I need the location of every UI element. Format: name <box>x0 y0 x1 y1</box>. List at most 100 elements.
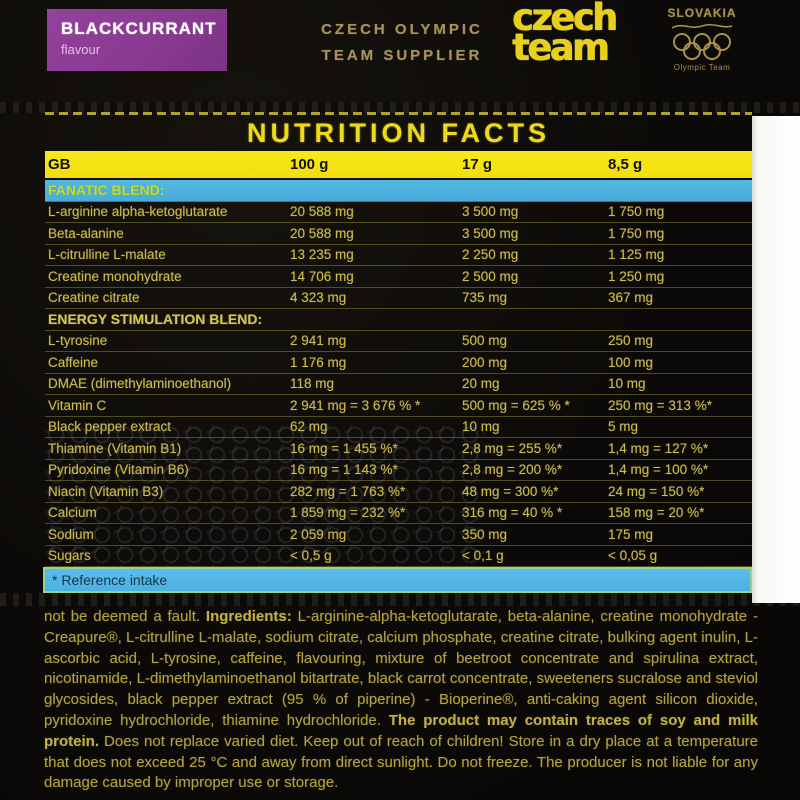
value-per-8-5g: 175 mg <box>608 526 654 542</box>
value-per-17g: 2 250 mg <box>462 247 519 263</box>
value-per-100g: 14 706 mg <box>290 268 354 284</box>
czech-team-logo-line1: czech <box>512 0 618 40</box>
value-per-100g: 1 176 mg <box>290 354 347 370</box>
ingredient-name: L-arginine alpha-ketoglutarate <box>48 204 228 220</box>
value-per-100g: 16 mg = 1 455 %* <box>290 440 398 456</box>
ingredient-name: DMAE (dimethylaminoethanol) <box>48 376 232 392</box>
column-header-region: GB <box>48 156 71 173</box>
supplier-line2: TEAM SUPPLIER <box>321 47 483 64</box>
value-per-100g: 2 059 mg <box>290 526 347 542</box>
nutrition-facts-title: NUTRITION FACTS <box>247 118 550 148</box>
reference-intake-text: * Reference intake <box>52 572 168 588</box>
value-per-8-5g: 1 125 mg <box>608 247 665 263</box>
reference-intake-bar: * Reference intake <box>43 567 752 593</box>
fine-print-segment: not be deemed a fault. <box>44 608 206 625</box>
value-per-100g: 20 588 mg <box>290 204 354 220</box>
value-per-100g: 2 941 mg = 3 676 % * <box>290 397 421 413</box>
fine-print-bold-segment: The product may contain traces of soy an… <box>44 711 758 750</box>
czech-team-logo: czech team <box>512 0 618 70</box>
column-header-100g: 100 g <box>290 156 329 173</box>
fine-print-paragraph: not be deemed a fault. Ingredients: L-ar… <box>44 607 758 794</box>
value-per-8-5g: 1 250 mg <box>608 268 665 284</box>
table-row: Thiamine (Vitamin B1) 16 mg = 1 455 %* 2,8… <box>45 438 752 460</box>
table-row: Creatine monohydrate 14 706 mg 2 500 mg 1 2… <box>45 266 752 288</box>
table-row: L-tyrosine 2 941 mg 500 mg 250 mg <box>45 331 752 352</box>
value-per-100g: 62 mg <box>290 419 328 435</box>
ingredient-name: Creatine citrate <box>48 290 140 306</box>
table-header-row: GB 100 g 17 g 8,5 g <box>45 151 752 178</box>
table-row: Vitamin C 2 941 mg = 3 676 % * 500 mg = 62… <box>45 395 752 417</box>
column-header-17g: 17 g <box>462 156 493 173</box>
table-row: Beta-alanine 20 588 mg 3 500 mg 1 750 mg <box>45 223 752 245</box>
table-row: DMAE (dimethylaminoethanol) 118 mg 20 mg 10… <box>45 374 752 395</box>
value-per-17g: 10 mg <box>462 419 500 435</box>
fine-print-bold-segment: Ingredients: <box>205 608 298 625</box>
table-row: Pyridoxine (Vitamin B6) 16 mg = 1 143 %* 2… <box>45 460 752 481</box>
ingredient-name: Caffeine <box>48 354 99 370</box>
value-per-17g: 316 mg = 40 % * <box>462 505 563 521</box>
value-per-8-5g: 10 mg <box>608 376 646 392</box>
value-per-17g: 500 mg <box>462 333 508 349</box>
table-row: Sugars < 0,5 g < 0,1 g < 0,05 g <box>45 546 752 567</box>
value-per-17g: 200 mg <box>462 354 508 370</box>
value-per-8-5g: 100 mg <box>608 354 654 370</box>
supplier-text: CZECH OLYMPIC TEAM SUPPLIER <box>292 17 512 69</box>
ingredient-name: Beta-alanine <box>48 225 124 241</box>
texture-band-bottom <box>0 593 800 606</box>
value-per-8-5g: 1 750 mg <box>608 204 665 220</box>
value-per-17g: 20 mg <box>462 376 500 392</box>
table-row: Niacin (Vitamin B3) 282 mg = 1 763 %* 48 m… <box>45 481 752 503</box>
value-per-8-5g: 1 750 mg <box>608 225 665 241</box>
ingredient-name: Pyridoxine (Vitamin B6) <box>48 462 189 478</box>
value-per-17g: 2 500 mg <box>462 268 519 284</box>
table-row: Calcium 1 859 mg = 232 %* 316 mg = 40 % * 1… <box>45 503 752 524</box>
value-per-8-5g: 5 mg <box>608 419 639 435</box>
value-per-17g: 500 mg = 625 % * <box>462 397 570 413</box>
label-page-edge <box>752 116 800 603</box>
value-per-17g: 48 mg = 300 %* <box>462 483 559 499</box>
ingredient-name: Creatine monohydrate <box>48 268 182 284</box>
ingredient-name: Sodium <box>48 526 94 542</box>
table-row: L-arginine alpha-ketoglutarate 20 588 mg 3… <box>45 202 752 223</box>
flavour-subtitle: flavour <box>61 42 101 57</box>
value-per-17g: 3 500 mg <box>462 225 519 241</box>
olympic-rings-icon <box>673 33 731 60</box>
value-per-100g: 20 588 mg <box>290 225 354 241</box>
value-per-100g: 282 mg = 1 763 %* <box>290 483 406 499</box>
table-row: Sodium 2 059 mg 350 mg 175 mg <box>45 524 752 546</box>
table-row: L-citrulline L-malate 13 235 mg 2 250 mg 1 … <box>45 245 752 266</box>
value-per-17g: < 0,1 g <box>462 548 504 564</box>
fine-print-segment: Does not replace varied diet. Keep out o… <box>44 732 758 792</box>
value-per-17g: 3 500 mg <box>462 204 519 220</box>
ingredient-name: L-tyrosine <box>48 333 108 349</box>
value-per-100g: 2 941 mg <box>290 333 347 349</box>
value-per-17g: 2,8 mg = 255 %* <box>462 440 563 456</box>
value-per-8-5g: 1,4 mg = 127 %* <box>608 440 709 456</box>
texture-band-top <box>0 102 800 113</box>
value-per-8-5g: 1,4 mg = 100 %* <box>608 462 709 478</box>
ingredient-name: Vitamin C <box>48 397 107 413</box>
slovakia-logo-subtitle: Olympic Team <box>673 63 731 72</box>
value-per-17g: 350 mg <box>462 526 508 542</box>
table-row: Caffeine 1 176 mg 200 mg 100 mg <box>45 352 752 374</box>
value-per-100g: < 0,5 g <box>290 548 332 564</box>
dashed-divider <box>45 112 752 115</box>
value-per-100g: 4 323 mg <box>290 290 347 306</box>
slovakia-logo-country: SLOVAKIA <box>667 6 737 20</box>
table-row: Black pepper extract 62 mg 10 mg 5 mg <box>45 417 752 438</box>
fine-print-segment: L-arginine-alpha-ketoglutarate, beta-ala… <box>44 608 758 729</box>
supplier-line1: CZECH OLYMPIC <box>321 21 483 38</box>
value-per-8-5g: 158 mg = 20 %* <box>608 505 705 521</box>
value-per-100g: 1 859 mg = 232 %* <box>290 505 406 521</box>
value-per-17g: 735 mg <box>462 290 508 306</box>
value-per-100g: 16 mg = 1 143 %* <box>290 462 398 478</box>
value-per-100g: 13 235 mg <box>290 247 354 263</box>
value-per-8-5g: 250 mg = 313 %* <box>608 397 712 413</box>
flavour-badge: BLACKCURRANT flavour <box>47 9 227 71</box>
nutrition-rows: FANATIC BLEND: L-arginine alpha-ketogluta… <box>45 180 752 567</box>
czech-team-logo-line2: team <box>512 26 609 70</box>
ingredient-name: Black pepper extract <box>48 419 172 435</box>
flavour-name: BLACKCURRANT <box>61 19 217 38</box>
blend-section-header: FANATIC BLEND: <box>45 180 752 202</box>
